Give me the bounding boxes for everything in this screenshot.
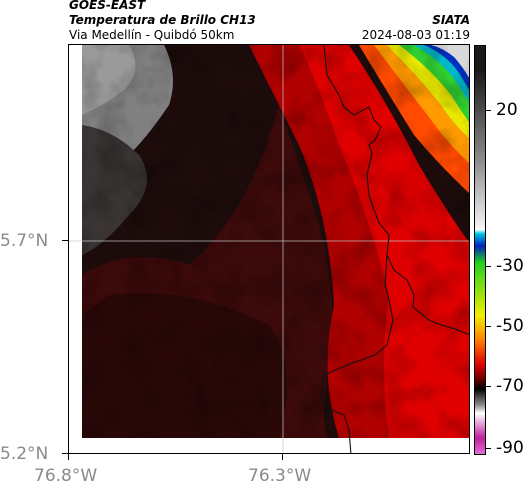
bottom-no-data [69,438,469,453]
product-title: Temperatura de Brillo CH13 [69,13,256,27]
colorbar-tick-minus70 [486,386,491,387]
timestamp-label: 2024-08-03 01:19 [361,28,470,42]
colorbar-tick-minus30 [486,266,491,267]
colorbar-label-minus90: -90 [496,438,524,458]
lon-tick-76.8 [68,454,69,460]
left-no-data [69,45,82,453]
region-subtitle: Via Medellín - Quibdó 50km [69,28,235,42]
colorbar [474,45,486,455]
satellite-title: GOES-EAST [69,0,146,12]
colorbar-label-20: 20 [496,100,518,120]
lat-tick-5.2 [62,453,68,454]
map-panel [68,44,470,454]
lon-tick-76.3 [282,454,283,460]
agency-label: SIATA [432,13,470,27]
brightness-temperature-map [69,45,469,453]
lat-tick-5.7 [62,240,68,241]
lat-label-5.2: 5.2°N [0,444,49,464]
colorbar-label-minus30: -30 [496,256,524,276]
department-boundary [323,45,469,335]
lat-label-5.7: 5.7°N [0,231,49,251]
colorbar-label-minus70: -70 [496,376,524,396]
municipal-boundary [320,254,394,453]
lon-label-76.8: 76.8°W [34,466,98,486]
colorbar-tick-minus90 [486,448,491,449]
lon-label-76.3: 76.3°W [248,466,312,486]
colorbar-label-minus50: -50 [496,316,524,336]
colorbar-tick-20 [486,110,491,111]
colorbar-tick-minus50 [486,326,491,327]
